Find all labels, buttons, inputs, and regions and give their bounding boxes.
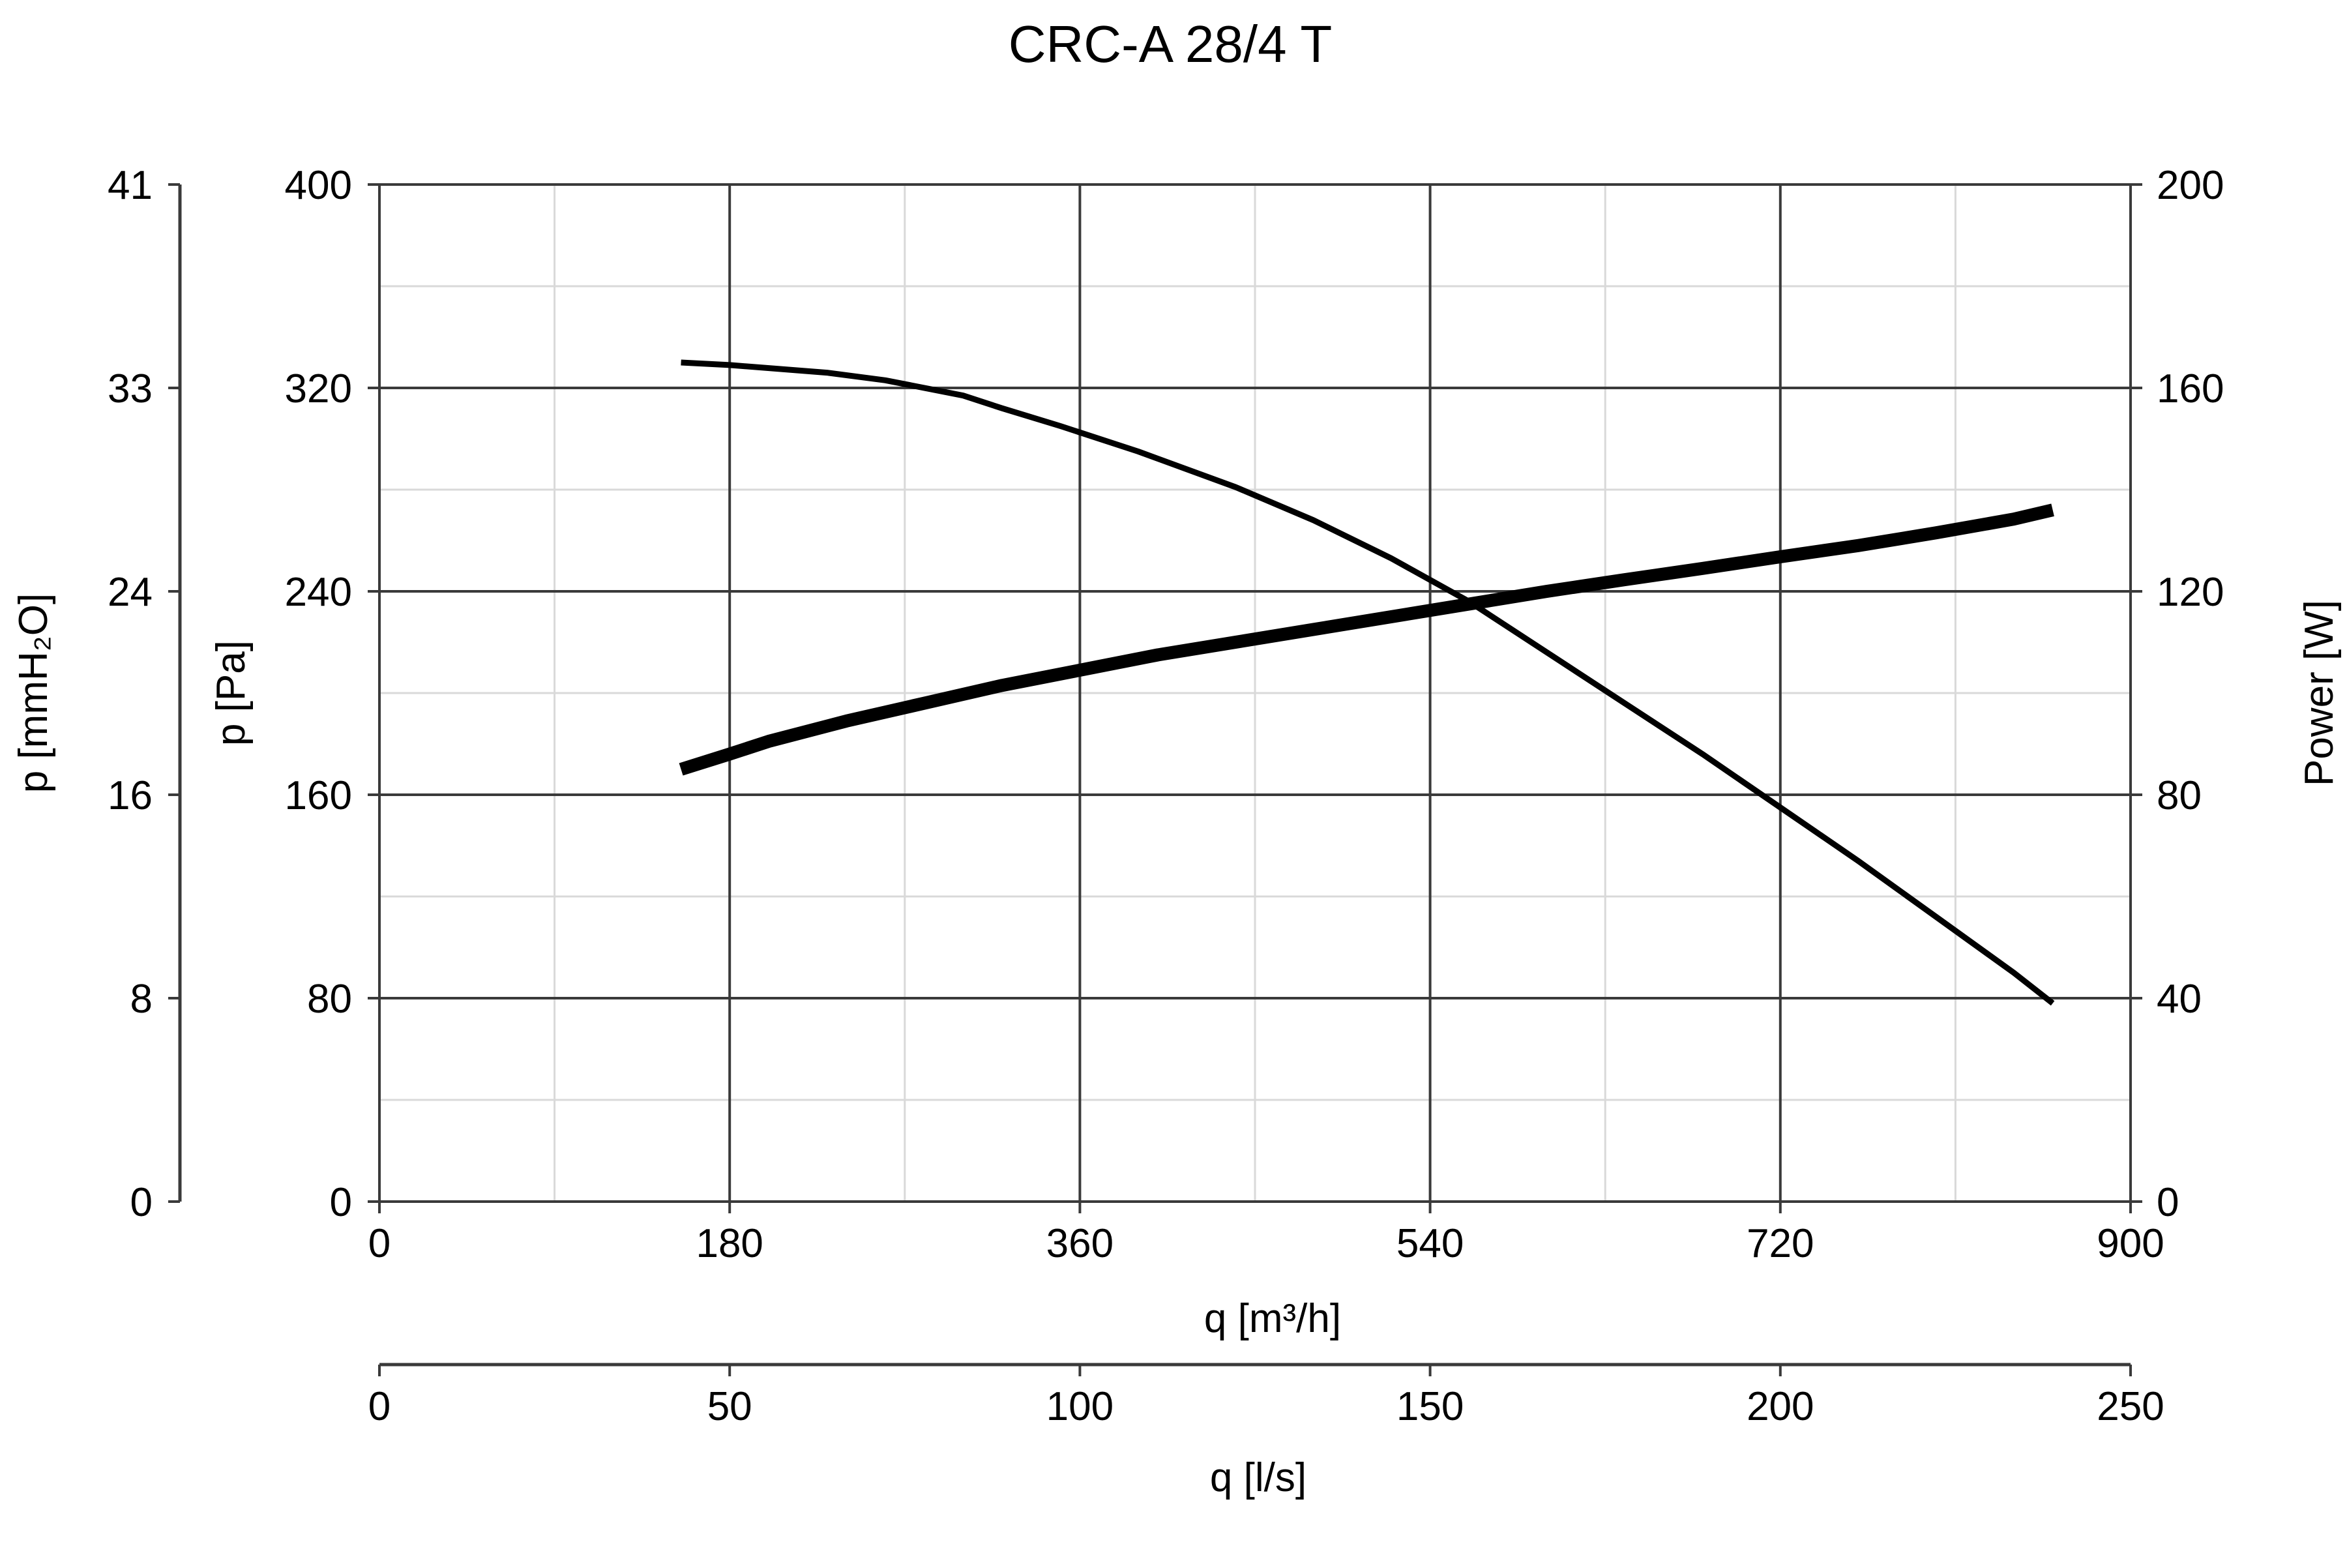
y-tick-label: 320 [285,366,352,411]
y-tick-label: 80 [307,977,352,1022]
y-right-tick-label: 160 [2157,366,2224,411]
x-secondary-tick-label: 150 [1396,1384,1464,1429]
x-tick-label: 900 [2097,1221,2164,1266]
y-right-tick-label: 120 [2157,570,2224,615]
grid-layer [378,183,2132,1203]
y-tick-label: 400 [285,163,352,208]
x-tick-label: 180 [696,1221,763,1266]
x-secondary-tick-label: 200 [1747,1384,1814,1429]
power-curve [679,503,2054,776]
axes-layer: 0 180 360 540 720 900080160240320400040801201… [108,163,2224,1429]
x-tick-label: 720 [1747,1221,1814,1266]
y-secondary-tick-label: 16 [108,773,153,818]
x-secondary-tick-label: 50 [707,1384,752,1429]
pressure-curve [681,359,2055,1006]
y-secondary-tick-label: 33 [108,366,153,411]
x-secondary-tick-label: 100 [1046,1384,1114,1429]
y-tick-label: 240 [285,570,352,615]
y-secondary-tick-label: 41 [108,163,153,208]
labels-layer: CRC-A 28/4 T q [m³/h] q [l/s] p [Pa] p [… [11,15,2342,1500]
x-secondary-axis-label: q [l/s] [1210,1455,1306,1500]
y-secondary-tick-label: 24 [108,570,153,615]
x-secondary-tick-label: 0 [368,1384,391,1429]
series-layer [679,359,2055,1006]
y-right-axis-label: Power [W] [2297,600,2342,786]
y-axis-label: p [Pa] [209,640,254,746]
y-tick-label: 0 [330,1180,352,1225]
y-tick-label: 160 [285,773,352,818]
y-right-tick-label: 80 [2157,773,2202,818]
chart-title: CRC-A 28/4 T [1009,15,1332,73]
y-secondary-tick-label: 0 [130,1180,153,1225]
y-right-tick-label: 0 [2157,1180,2179,1225]
x-axis-label: q [m³/h] [1204,1296,1341,1341]
x-tick-label: 360 [1046,1221,1114,1266]
y-right-tick-label: 200 [2157,163,2224,208]
x-secondary-tick-label: 250 [2097,1384,2164,1429]
y-right-tick-label: 40 [2157,977,2202,1022]
y-secondary-tick-label: 8 [130,977,153,1022]
x-tick-label: 540 [1396,1221,1464,1266]
x-tick-label: 0 [368,1221,391,1266]
y-secondary-axis-label: p [mmH₂O] [11,593,56,793]
